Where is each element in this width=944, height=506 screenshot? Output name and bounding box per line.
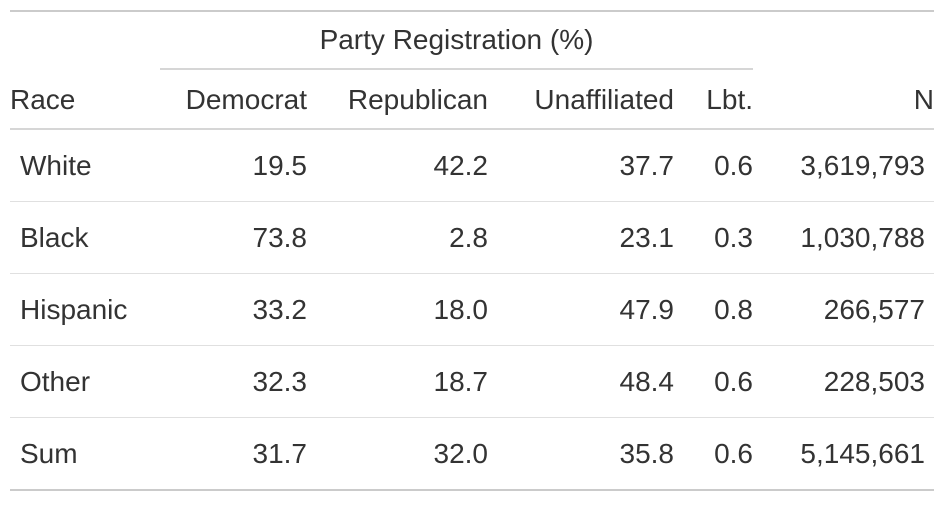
spanner-row: Party Registration (%) [10, 11, 934, 70]
column-header-democrat: Democrat [160, 69, 307, 130]
value-cell: 18.7 [307, 345, 488, 418]
value-cell: 266,577 [753, 273, 934, 346]
value-cell: 32.3 [160, 345, 307, 418]
value-cell: 31.7 [252, 438, 308, 469]
value-cell: 48.4 [488, 345, 674, 418]
row-label-cell: White [10, 129, 160, 202]
value-cell: 3,619,793 [753, 129, 934, 202]
column-header-n: N [753, 69, 934, 130]
value-cell: 23.1 [488, 201, 674, 274]
column-header-unaffiliated: Unaffiliated [488, 69, 674, 130]
value-cell: 0.6 [674, 345, 753, 418]
value-cell: 37.7 [488, 129, 674, 202]
value-cell: 0.6 [674, 129, 753, 202]
value-cell: 73.8 [160, 201, 307, 274]
table-row: Black 73.8 2.8 23.1 0.3 1,030,788 [10, 201, 934, 274]
value-cell: 32.0 [433, 438, 489, 469]
row-label-cell: Hispanic [10, 273, 160, 346]
row-label-cell: Sum [20, 438, 78, 469]
party-registration-table: Party Registration (%) Race Democrat Rep… [10, 10, 934, 491]
column-header-race: Race [10, 69, 160, 130]
column-spanner-label: Party Registration (%) [160, 11, 753, 70]
table-row: Sum 31.7 32.0 35.8 0.6 5,145,661 [10, 418, 934, 491]
value-cell: 0.6 [714, 438, 753, 469]
value-cell: 2.8 [307, 201, 488, 274]
value-cell: 0.3 [674, 201, 753, 274]
table-row: White 19.5 42.2 37.7 0.6 3,619,793 [10, 129, 934, 202]
table-body: White 19.5 42.2 37.7 0.6 3,619,793 Black 73.8 2.… [10, 129, 934, 490]
row-label-cell: Black [10, 201, 160, 274]
value-cell: 0.8 [674, 273, 753, 346]
value-cell: 33.2 [160, 273, 307, 346]
table-row: Other 32.3 18.7 48.4 0.6 228,503 [10, 345, 934, 418]
column-labels-row: Race Democrat Republican Unaffiliated Lb… [10, 69, 934, 130]
column-header-lbt: Lbt. [674, 69, 753, 130]
value-cell: 228,503 [753, 345, 934, 418]
table-header: Party Registration (%) Race Democrat Rep… [10, 11, 934, 130]
column-header-republican: Republican [307, 69, 488, 130]
row-label-cell: Other [10, 345, 160, 418]
value-cell: 42.2 [307, 129, 488, 202]
spanner-spacer-right [753, 11, 934, 69]
value-cell: 47.9 [488, 273, 674, 346]
value-cell: 18.0 [307, 273, 488, 346]
value-cell: 19.5 [160, 129, 307, 202]
value-cell: 35.8 [619, 438, 675, 469]
spanner-spacer-left [10, 11, 160, 69]
value-cell: 1,030,788 [753, 201, 934, 274]
value-cell: 5,145,661 [800, 438, 925, 469]
table-row: Hispanic 33.2 18.0 47.9 0.8 266,577 [10, 273, 934, 346]
